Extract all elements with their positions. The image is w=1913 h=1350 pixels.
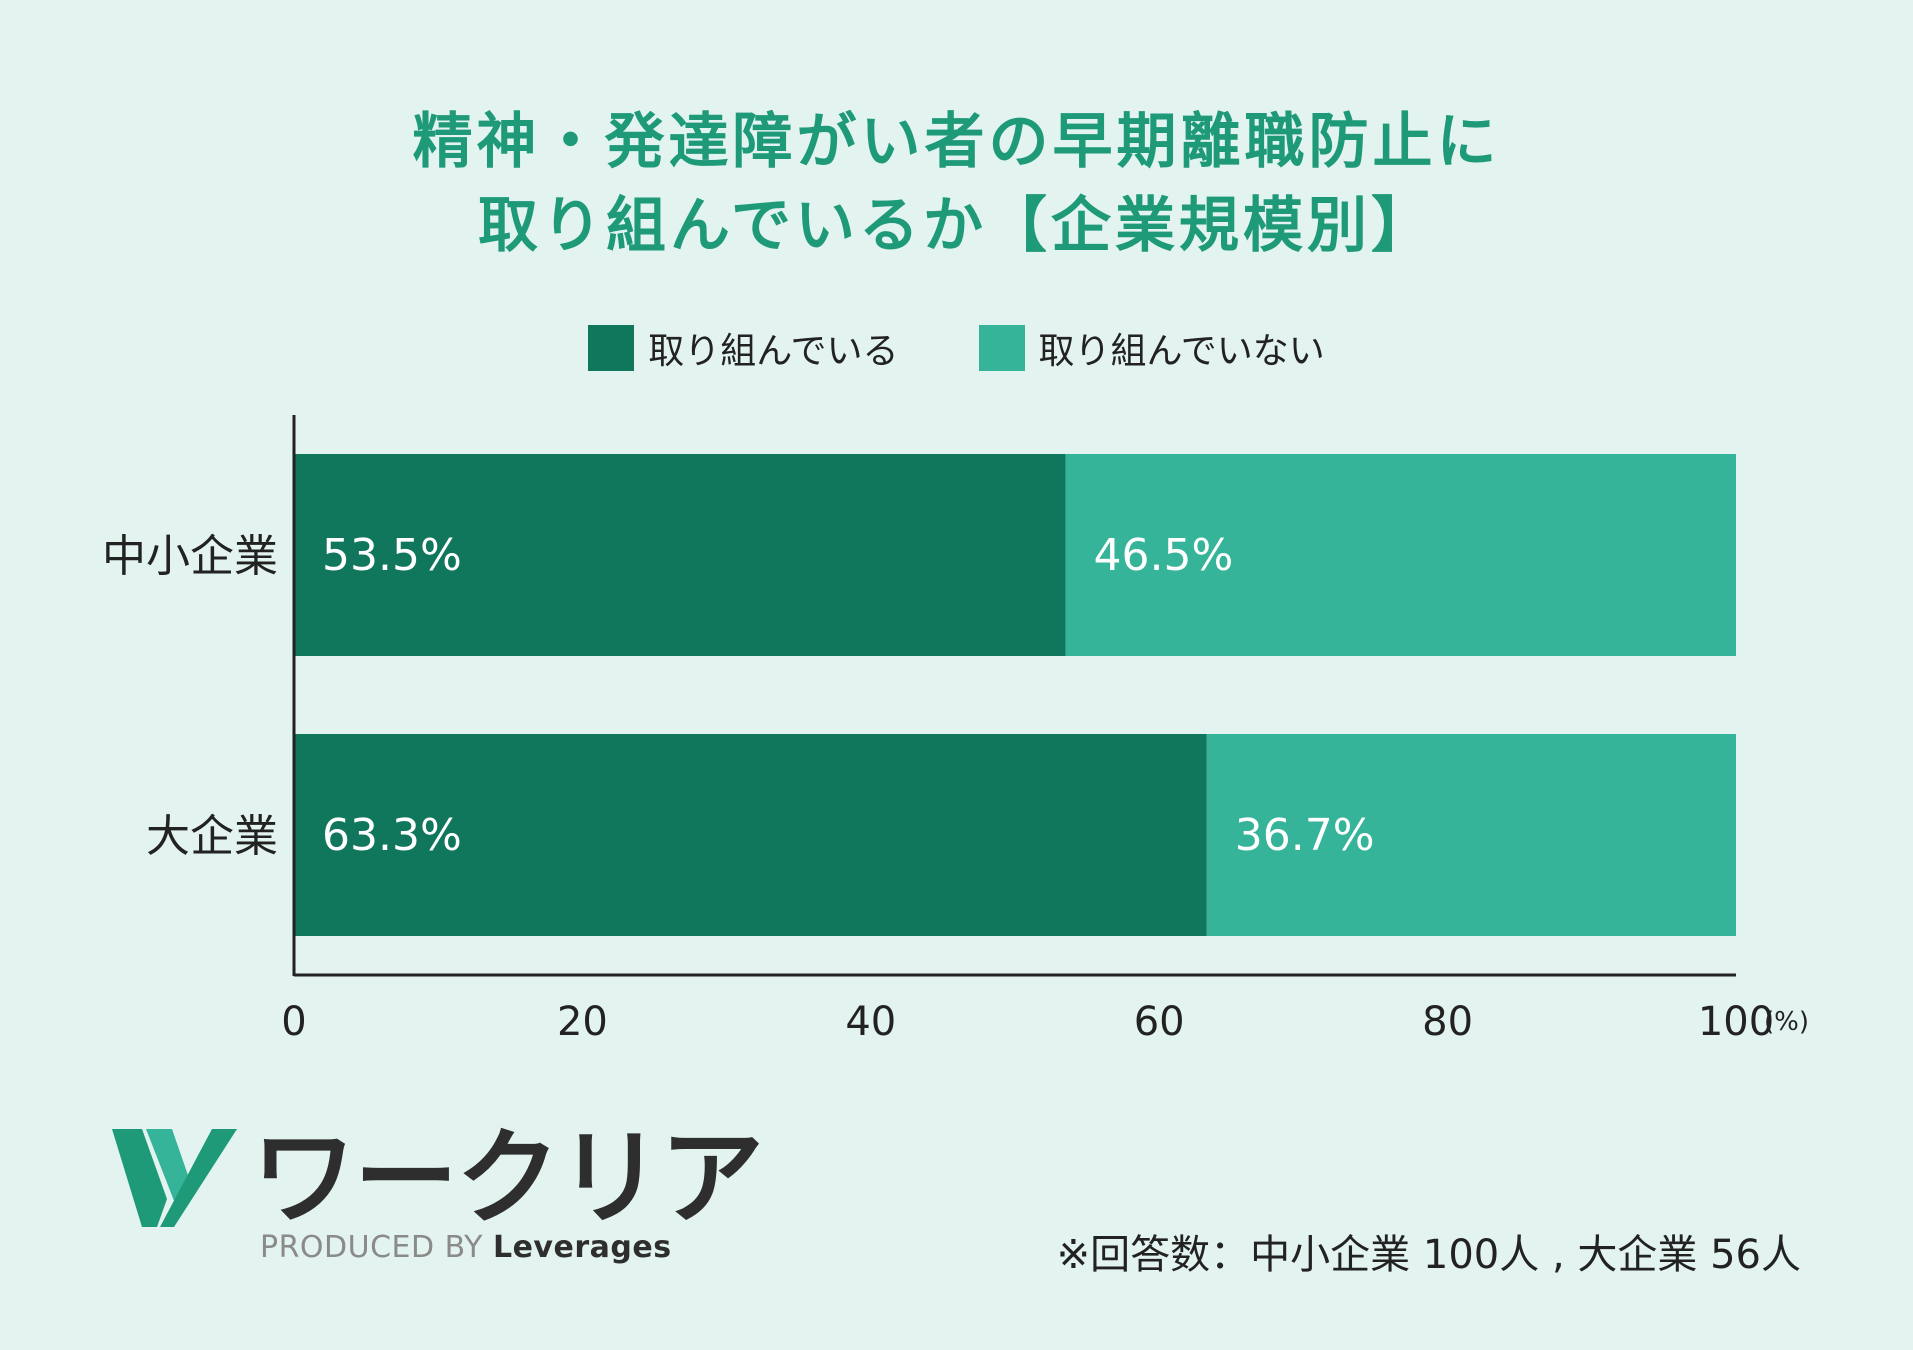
legend-swatch-engaged (588, 325, 635, 371)
bar-not-engaged-0 (1065, 454, 1736, 656)
data-label-not-engaged-0: 46.5% (1093, 530, 1233, 581)
chart-legend: 取り組んでいる 取り組んでいない (0, 322, 1913, 374)
x-tick-label-20: 20 (557, 999, 608, 1045)
bar-not-engaged-1 (1206, 734, 1736, 936)
category-label-0: 中小企業 (102, 531, 278, 582)
logo-wordmark: ワークリア (252, 1117, 764, 1239)
brand-name: Leverages (492, 1230, 672, 1265)
legend-swatch-not-engaged (978, 325, 1025, 371)
x-axis-unit: (%) (1764, 1007, 1809, 1037)
bar-engaged-0 (294, 454, 1066, 656)
legend-item-not-engaged: 取り組んでいない (978, 322, 1325, 374)
w-logo-icon (112, 1129, 237, 1227)
category-label-1: 大企業 (146, 811, 278, 862)
legend-label-engaged: 取り組んでいる (648, 331, 899, 372)
legend-label-not-engaged: 取り組んでいない (1038, 331, 1325, 372)
title-line-2: 取り組んでいるか【企業規模別】 (478, 191, 1435, 261)
x-tick-label-40: 40 (845, 999, 896, 1045)
data-label-engaged-0: 53.5% (322, 530, 462, 581)
chart-title: 精神・発達障がい者の早期離職防止に 取り組んでいるか【企業規模別】 (0, 100, 1913, 268)
legend-item-engaged: 取り組んでいる (588, 322, 899, 374)
data-label-engaged-1: 63.3% (322, 810, 462, 861)
x-tick-label-60: 60 (1134, 999, 1185, 1045)
x-tick-label-0: 0 (281, 999, 306, 1045)
respondent-note: ※回答数：中小企業 100人 , 大企業 56人 (1056, 1232, 1801, 1278)
x-tick-label-80: 80 (1422, 999, 1473, 1045)
title-line-1: 精神・発達障がい者の早期離職防止に (412, 107, 1501, 177)
bar-engaged-1 (294, 734, 1207, 936)
x-tick-label-100: 100 (1698, 999, 1774, 1045)
produced-by-label: PRODUCED BY (260, 1230, 483, 1265)
logo-block: ワークリア PRODUCED BY Leverages (112, 1115, 764, 1275)
data-label-not-engaged-1: 36.7% (1235, 810, 1375, 861)
produced-by-text: PRODUCED BY Leverages (260, 1230, 672, 1265)
